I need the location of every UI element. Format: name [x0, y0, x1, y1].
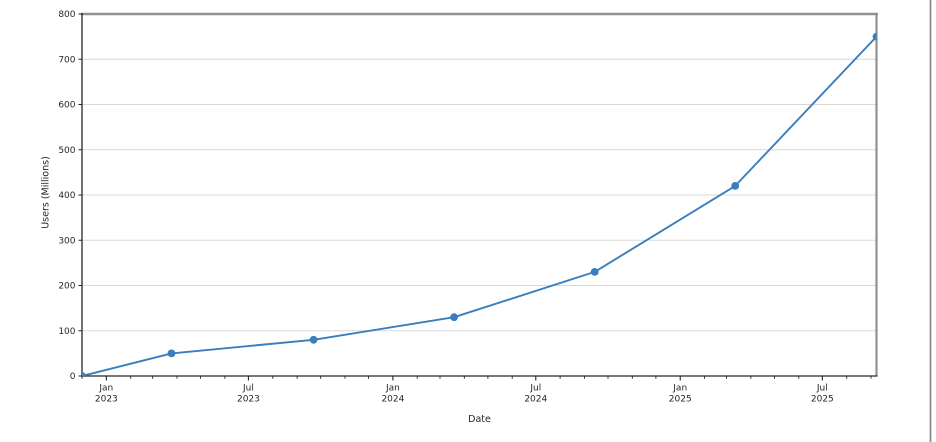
- x-tick-label-month: Jul: [242, 384, 254, 394]
- x-tick-label-year: 2023: [95, 395, 118, 405]
- x-tick-label-year: 2024: [524, 395, 547, 405]
- x-tick-label-year: 2024: [381, 395, 404, 405]
- y-tick-label: 300: [58, 236, 75, 246]
- y-tick-label: 0: [70, 372, 76, 382]
- y-tick-label: 400: [58, 191, 75, 201]
- y-tick-label: 200: [58, 282, 75, 292]
- data-point-marker: [450, 313, 458, 322]
- y-tick-label: 100: [58, 327, 75, 337]
- x-tick-label-year: 2025: [669, 395, 692, 405]
- data-line: [82, 35, 877, 376]
- y-tick-label: 600: [58, 101, 75, 111]
- data-point-marker: [872, 32, 877, 41]
- y-tick-label: 700: [58, 55, 75, 65]
- x-tick-label-month: Jul: [816, 384, 828, 394]
- x-tick-label-month: Jul: [529, 384, 541, 394]
- data-series-users: [82, 32, 877, 376]
- data-point-marker: [167, 349, 176, 358]
- y-tick-label: 800: [58, 10, 75, 20]
- x-tick-label-year: 2023: [237, 395, 260, 405]
- data-point-marker: [309, 335, 318, 344]
- data-point-marker: [590, 268, 599, 276]
- x-tick-label-year: 2025: [811, 395, 834, 405]
- x-tick-label-month: Jan: [98, 384, 113, 394]
- x-axis-label: Date: [468, 414, 491, 425]
- y-tick-label: 500: [58, 146, 75, 156]
- x-axis-ticks: Jan2023Jul2023Jan2024Jul2024Jan2025Jul20…: [81, 376, 872, 405]
- data-point-marker: [731, 182, 740, 190]
- data-point-marker: [82, 372, 86, 376]
- y-axis-ticks: 0 100 200 300 400 500 600 700 800: [58, 10, 82, 382]
- plot-spines: [81, 12, 878, 377]
- x-tick-label-month: Jan: [385, 384, 400, 394]
- y-gridlines: [82, 58, 877, 332]
- y-axis-label: Users (Millions): [40, 156, 52, 229]
- x-tick-label-month: Jan: [672, 384, 687, 394]
